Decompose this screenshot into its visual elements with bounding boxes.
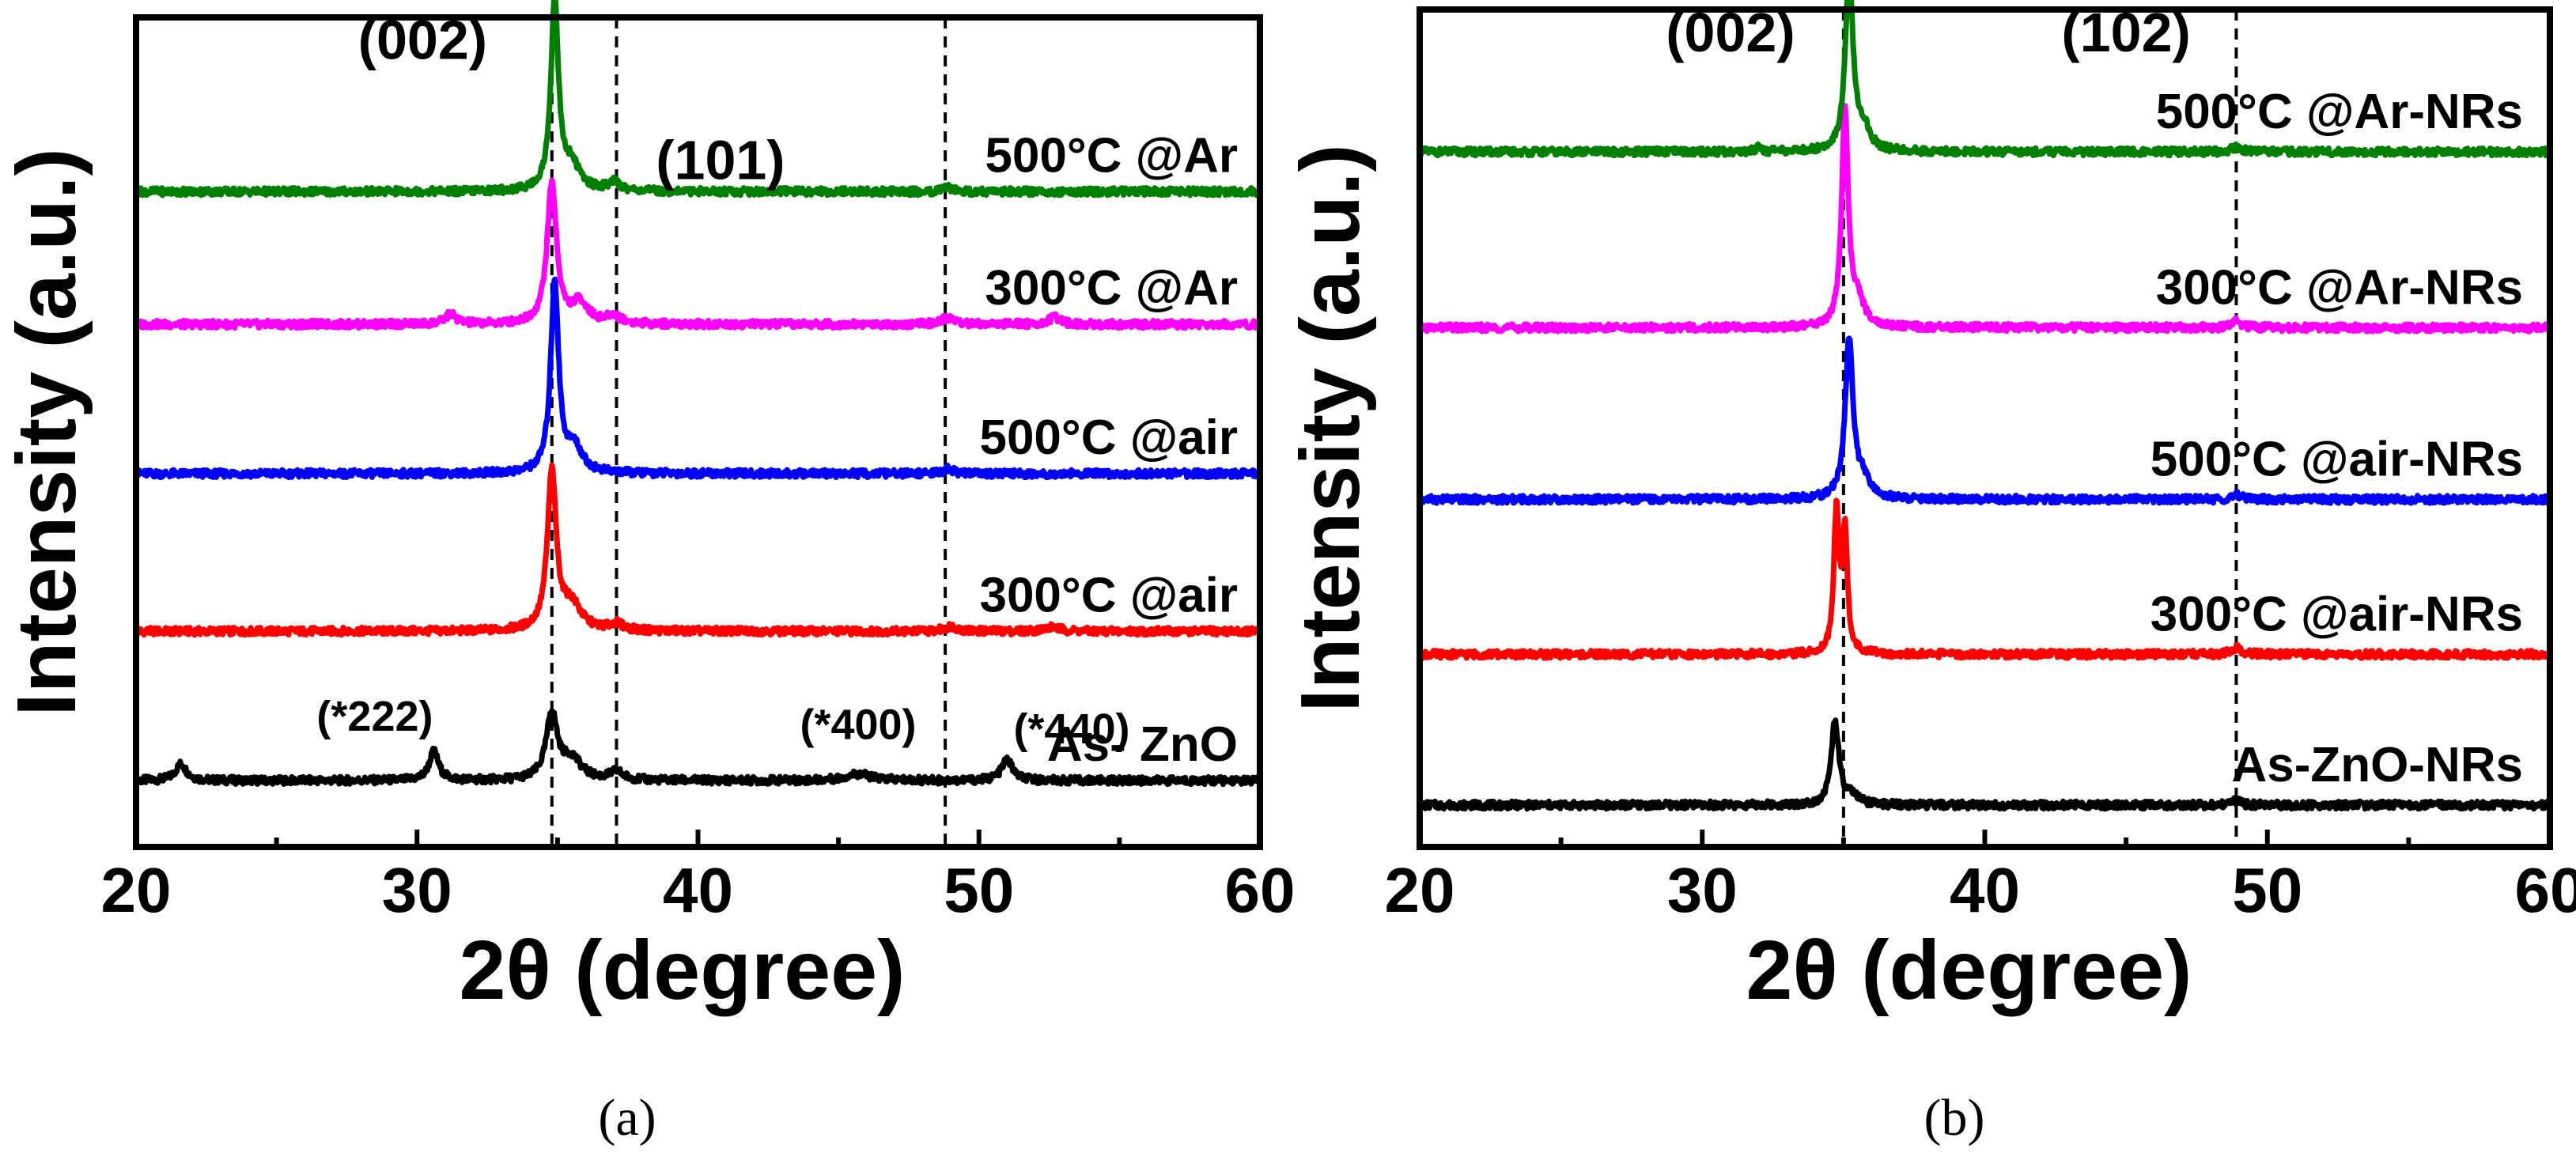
- panel-a-peak-annotation: (101): [656, 130, 785, 191]
- panel-a-series-label: 300°C @Ar: [985, 261, 1238, 316]
- panel-a-series-trace: [133, 462, 1263, 638]
- panel-b-y-axis-label: Intensity (a.u.): [1284, 144, 1377, 713]
- panel-a-y-axis-label: Intensity (a.u.): [0, 148, 93, 717]
- panel-b-x-tick-label: 20: [1385, 855, 1455, 925]
- panel-b-x-tick-label: 60: [2515, 855, 2576, 925]
- panel-a-series-label: As- ZnO: [1047, 717, 1238, 772]
- panel-a-caption: (a): [598, 1089, 656, 1147]
- panel-b-series-label: 500°C @air-NRs: [2150, 433, 2523, 487]
- panel-b-x-axis-label: 2θ (degree): [1746, 924, 2192, 1017]
- panel-b-series-trace: [1417, 103, 2553, 335]
- panel-b-x-tick-label: 30: [1667, 855, 1738, 925]
- panel-a-series-trace: [133, 708, 1263, 788]
- panel-b-x-tick-label: 40: [1950, 855, 2020, 925]
- panel-a-x-tick-label: 30: [382, 855, 452, 925]
- panel-a-peak-annotation: (*400): [800, 701, 916, 749]
- panel-a-series-trace: [133, 276, 1263, 481]
- panel-b-chart: As-ZnO-NRs 300°C @air-NRs 500°C @air-NRs 30…: [1284, 0, 2576, 1017]
- panel-b-series-label: 500°C @Ar-NRs: [2156, 85, 2523, 139]
- panel-a-series-trace: [133, 0, 1263, 199]
- panel-b-series-trace: [1417, 717, 2553, 812]
- panel-b-x-tick-label: 50: [2232, 855, 2302, 925]
- panel-b-series-trace: [1417, 335, 2553, 506]
- panel-a-x-tick-label: 50: [944, 855, 1014, 925]
- panel-b-series-trace: [1417, 497, 2553, 661]
- panel-b-caption: (b): [1924, 1089, 1985, 1147]
- panel-a-chart: As- ZnO 300°C @air 500°C @air 300°C @Ar 500°…: [0, 0, 1295, 1017]
- panel-a-x-axis-label: 2θ (degree): [460, 924, 906, 1017]
- panel-a-series-trace: [133, 177, 1263, 331]
- panel-b-series-label: 300°C @air-NRs: [2150, 587, 2523, 641]
- panel-a-x-tick-label: 40: [663, 855, 733, 925]
- panel-a-peak-annotation: (*440): [1013, 705, 1129, 753]
- panel-a-peak-annotation: (*222): [316, 693, 433, 740]
- panel-a-x-tick-label: 20: [101, 855, 172, 925]
- panel-a-series-label: 500°C @air: [979, 410, 1238, 465]
- panel-a-x-tick-label: 60: [1225, 855, 1296, 925]
- panel-a-series-label: 300°C @air: [979, 568, 1238, 622]
- panel-b-series-label: 300°C @Ar-NRs: [2156, 260, 2523, 315]
- panel-a-series-label: 500°C @Ar: [985, 128, 1238, 183]
- panel-b-series-label: As-ZnO-NRs: [2231, 738, 2523, 792]
- panel-b-series-trace: [1417, 0, 2553, 159]
